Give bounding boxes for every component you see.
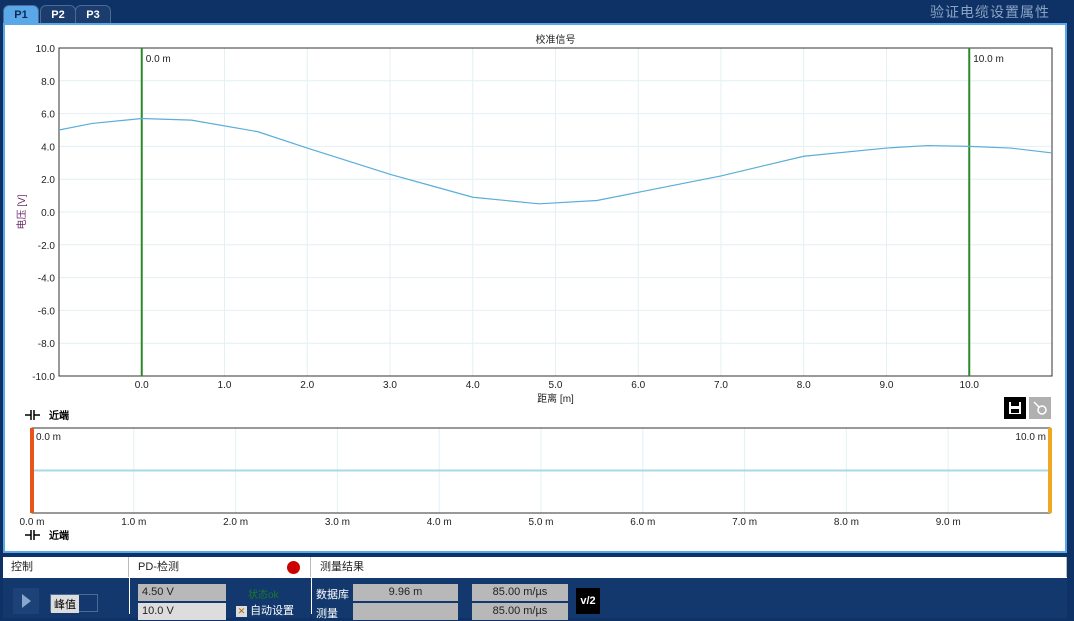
voltage-value: 4.50 V	[138, 584, 226, 601]
x-tick-label: 6.0 m	[630, 517, 655, 528]
y-tick-label: -4.0	[38, 274, 56, 285]
database-length: 9.96 m	[353, 584, 458, 601]
y-tick-label: -2.0	[38, 241, 56, 252]
mode-select[interactable]: 峰值	[50, 594, 98, 613]
overview-marker-label: 10.0 m	[1015, 432, 1046, 443]
v2-button[interactable]: v/2	[576, 588, 600, 614]
probe-button[interactable]	[1029, 397, 1051, 419]
overview-marker-label: 0.0 m	[36, 432, 61, 443]
tab-p2[interactable]: P2	[40, 5, 76, 24]
y-tick-label: 6.0	[41, 110, 55, 121]
x-tick-label: 1.0	[218, 380, 232, 391]
x-tick-label: 3.0	[383, 380, 397, 391]
x-axis-label: 距离 [m]	[537, 392, 574, 405]
signal-line	[58, 117, 1053, 205]
save-icon	[1009, 402, 1021, 414]
calibration-chart: 0.0 1.0 2.0 3.0 4.0 5.0 6.0 7.0 8.0 9.0 10.0 10.0 8.…	[15, 33, 1053, 542]
x-tick-label: 0.0	[135, 380, 149, 391]
x-tick-label: 7.0	[714, 380, 728, 391]
pd-header: PD-检测	[130, 557, 311, 577]
measure-velocity: 85.00 m/µs	[472, 603, 568, 620]
measure-length	[353, 603, 458, 620]
probe-icon	[1033, 401, 1047, 415]
database-label: 数据库	[316, 589, 349, 601]
plot-frame	[58, 47, 1053, 377]
near-end-label: 近端	[49, 529, 69, 542]
x-tick-label: 0.0 m	[19, 517, 44, 528]
marker-label: 0.0 m	[146, 54, 171, 65]
x-tick-label: 6.0	[631, 380, 645, 391]
y-tick-label: 8.0	[41, 77, 55, 88]
x-tick-label: 8.0 m	[834, 517, 859, 528]
chart-title: 校准信号	[536, 33, 576, 46]
x-tick-label: 10.0	[960, 380, 980, 391]
x-tick-label: 9.0	[880, 380, 894, 391]
chart-panel: 0.0 1.0 2.0 3.0 4.0 5.0 6.0 7.0 8.0 9.0 10.0 10.0 8.…	[3, 23, 1067, 553]
tab-p3[interactable]: P3	[75, 5, 111, 24]
x-tick-label: 2.0 m	[223, 517, 248, 528]
x-tick-label: 5.0	[549, 380, 563, 391]
x-tick-label: 1.0 m	[121, 517, 146, 528]
capacitor-icon	[25, 410, 40, 420]
bottom-panel: 控制 PD-检测 测量结果 峰值 4.50 V 10.0 V 状态ok ✕ 自动…	[3, 557, 1067, 620]
y-tick-label: -6.0	[38, 306, 56, 317]
save-button[interactable]	[1004, 397, 1026, 419]
x-tick-label: 2.0	[300, 380, 314, 391]
y-tick-label: 2.0	[41, 175, 55, 186]
y-tick-label: -8.0	[38, 339, 56, 350]
y-tick-label: 4.0	[41, 142, 55, 153]
x-tick-label: 4.0	[466, 380, 480, 391]
x-tick-label: 7.0 m	[732, 517, 757, 528]
control-header: 控制	[3, 557, 129, 577]
x-tick-label: 4.0 m	[427, 517, 452, 528]
auto-setup-checkbox[interactable]: ✕ 自动设置	[236, 605, 295, 617]
y-tick-label: 10.0	[36, 44, 56, 55]
x-tick-label: 9.0 m	[936, 517, 961, 528]
y-axis-label: 电压 [V]	[15, 194, 28, 229]
database-velocity: 85.00 m/µs	[472, 584, 568, 601]
x-tick-label: 8.0	[797, 380, 811, 391]
x-tick-label: 5.0 m	[528, 517, 553, 528]
y-tick-label: -10.0	[32, 372, 55, 383]
y-tick-label: 0.0	[41, 208, 55, 219]
play-button[interactable]	[13, 588, 39, 614]
status-text: 状态ok	[248, 590, 279, 601]
near-end-label: 近端	[49, 409, 69, 422]
pd-indicator	[287, 561, 300, 574]
marker-label: 10.0 m	[973, 54, 1004, 65]
capacitor-icon	[25, 530, 40, 540]
x-tick-label: 3.0 m	[325, 517, 350, 528]
measure-label: 测量	[316, 608, 338, 620]
window-title: 验证电缆设置属性	[930, 4, 1050, 20]
tab-p1[interactable]: P1	[3, 5, 39, 25]
range-select[interactable]: 10.0 V	[138, 603, 226, 620]
results-header: 测量结果	[312, 557, 1067, 577]
